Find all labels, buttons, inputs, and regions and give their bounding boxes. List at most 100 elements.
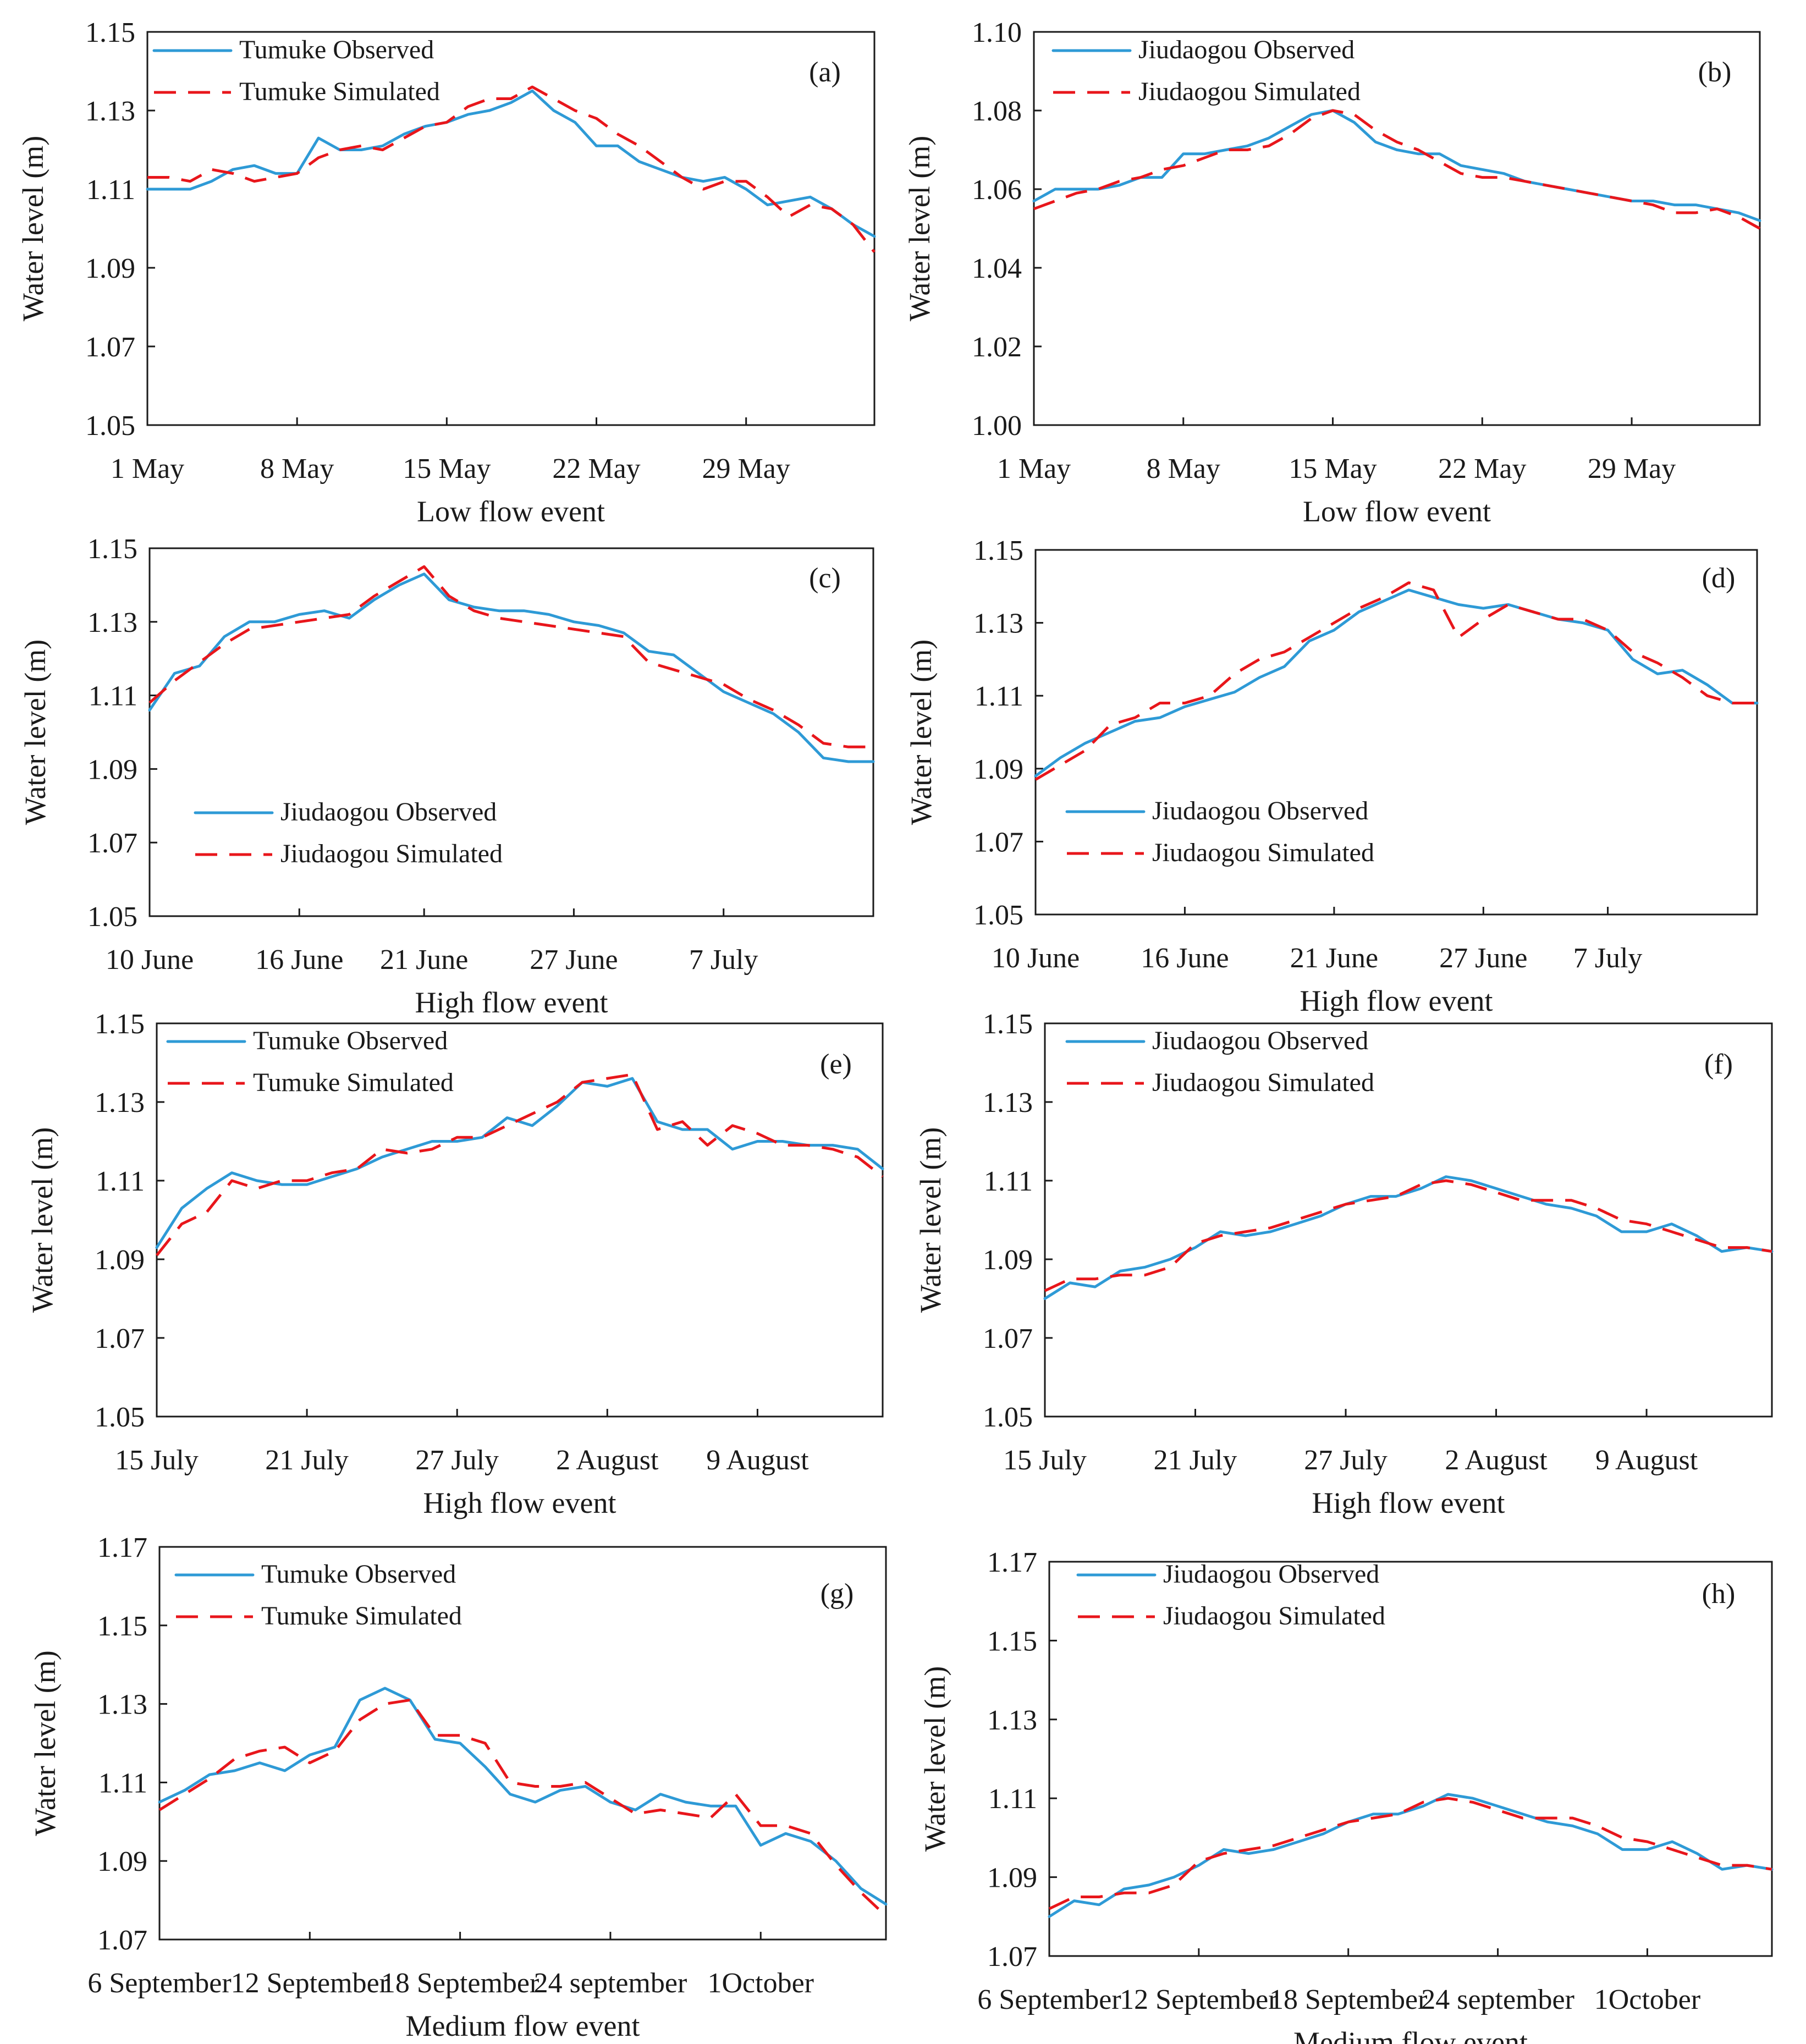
- y-tick-label: 1.17: [97, 1532, 147, 1563]
- plot-frame: [1048, 1561, 1773, 1957]
- y-axis-label: Water level (m): [29, 1650, 62, 1836]
- x-tick-label: 7 July: [689, 944, 758, 976]
- legend: Jiudaogou Observed Jiudaogou Simulated: [1065, 1026, 1374, 1097]
- y-tick-label: 1.13: [97, 1689, 147, 1721]
- x-axis-label: High flow event: [1300, 984, 1493, 1017]
- x-tick-label: 9 August: [706, 1445, 809, 1476]
- y-tick-label: 1.11: [984, 1166, 1033, 1197]
- x-tick-label: 15 May: [403, 453, 491, 484]
- plot-frame: [156, 1022, 884, 1418]
- panel-label: (a): [809, 57, 841, 88]
- legend-observed-label: Jiudaogou Observed: [1163, 1560, 1379, 1589]
- y-tick-label: 1.15: [87, 533, 137, 565]
- y-tick-label: 1.04: [972, 253, 1022, 284]
- y-axis-label: Water level (m): [905, 640, 938, 825]
- plot-frame: [1044, 1022, 1773, 1418]
- observed-line: [158, 1687, 888, 1906]
- x-tick-label: 27 July: [1304, 1445, 1387, 1476]
- x-tick-label: 27 June: [1439, 943, 1527, 974]
- y-tick-label: 1.09: [987, 1863, 1037, 1894]
- y-tick-label: 1.09: [973, 754, 1023, 785]
- y-tick-label: 1.13: [973, 608, 1023, 640]
- y-tick-label: 1.09: [97, 1846, 147, 1877]
- y-axis-label: Water level (m): [16, 136, 49, 321]
- legend: Tumuke Observed Tumuke Simulated: [152, 35, 440, 106]
- y-tick-label: 1.11: [89, 681, 137, 712]
- x-tick-label: 22 May: [552, 453, 640, 484]
- y-tick-label: 1.05: [85, 410, 135, 442]
- panel-label: (g): [821, 1578, 854, 1610]
- y-tick-label: 1.13: [87, 607, 137, 638]
- x-tick-label: 22 May: [1438, 453, 1526, 484]
- x-axis-label: High flow event: [1312, 1486, 1505, 1519]
- y-tick-label: 1.13: [85, 96, 135, 127]
- chart-panel-a: 1.05 1.07 1.09 1.11 1.13 1.15 1 May 8 May 15 May…: [16, 17, 876, 528]
- x-tick-label: 21 June: [1290, 943, 1378, 974]
- x-axis-label: Medium flow event: [406, 2009, 640, 2042]
- observed-line: [148, 572, 875, 763]
- x-axis-label: High flow event: [415, 986, 608, 1019]
- legend-simulated-label: Jiudaogou Simulated: [1138, 77, 1361, 106]
- simulated-line: [1044, 1179, 1772, 1292]
- y-tick-label: 1.13: [987, 1705, 1037, 1736]
- legend: Jiudaogou Observed Jiudaogou Simulated: [1065, 796, 1374, 867]
- y-tick-label: 1.09: [85, 253, 135, 284]
- legend: Jiudaogou Observed Jiudaogou Simulated: [1076, 1560, 1385, 1630]
- y-tick-label: 1.11: [988, 1783, 1037, 1815]
- chart-panel-b: 1.00 1.02 1.04 1.06 1.08 1.10 1 May 8 May 15 May…: [903, 17, 1761, 528]
- x-tick-label: 16 June: [255, 944, 343, 976]
- legend-simulated-label: Tumuke Simulated: [239, 77, 440, 106]
- y-tick-label: 1.17: [987, 1547, 1037, 1578]
- x-axis-label: Medium flow event: [1293, 2026, 1528, 2044]
- chart-panel-c: 1.05 1.07 1.09 1.11 1.13 1.15 10 June 16 June 21…: [19, 533, 875, 1019]
- x-tick-label: 29 May: [702, 453, 790, 484]
- legend-observed-label: Jiudaogou Observed: [280, 797, 497, 827]
- observed-line: [1034, 588, 1759, 778]
- chart-panel-d: 1.05 1.07 1.09 1.11 1.13 1.15 10 June 16 June 21…: [905, 535, 1759, 1017]
- x-tick-label: 1 May: [997, 453, 1071, 484]
- y-tick-label: 1.11: [98, 1767, 147, 1799]
- y-axis-label: Water level (m): [918, 1666, 951, 1852]
- y-tick-label: 1.15: [973, 535, 1023, 566]
- legend-observed-label: Tumuke Observed: [261, 1560, 456, 1589]
- plot-frame: [148, 547, 874, 917]
- legend: Jiudaogou Observed Jiudaogou Simulated: [1051, 35, 1361, 106]
- x-tick-label: 2 August: [556, 1445, 659, 1476]
- panel-label: (e): [820, 1049, 852, 1080]
- y-tick-label: 1.15: [85, 17, 135, 48]
- x-axis-label: Low flow event: [417, 495, 605, 528]
- legend-observed-label: Jiudaogou Observed: [1152, 796, 1368, 825]
- y-tick-label: 1.07: [97, 1925, 147, 1956]
- y-tick-label: 1.15: [97, 1611, 147, 1642]
- panel-label: (c): [809, 563, 841, 594]
- legend: Jiudaogou Observed Jiudaogou Simulated: [194, 797, 503, 868]
- legend-simulated-label: Tumuke Simulated: [253, 1068, 454, 1097]
- y-tick-label: 1.07: [983, 1323, 1033, 1354]
- x-axis-label: High flow event: [423, 1486, 616, 1519]
- legend-observed-label: Tumuke Observed: [253, 1026, 448, 1055]
- x-tick-label: 6 September: [87, 1968, 231, 1999]
- panel-label: (b): [1698, 57, 1732, 88]
- y-tick-label: 1.13: [983, 1087, 1033, 1119]
- y-tick-label: 1.15: [983, 1009, 1033, 1040]
- simulated-line: [156, 1073, 884, 1257]
- x-tick-label: 7 July: [1573, 943, 1643, 974]
- y-axis-label: Water level (m): [914, 1127, 947, 1313]
- y-tick-label: 1.05: [973, 900, 1023, 931]
- panel-label: (f): [1704, 1049, 1733, 1080]
- x-tick-label: 10 June: [106, 944, 194, 976]
- observed-line: [146, 89, 876, 238]
- chart-panel-e: 1.05 1.07 1.09 1.11 1.13 1.15 15 July 21 July 27…: [26, 1009, 884, 1519]
- y-tick-label: 1.15: [987, 1626, 1037, 1657]
- simulated-line: [1033, 109, 1761, 230]
- simulated-line: [1034, 581, 1757, 781]
- x-tick-label: 10 June: [992, 943, 1080, 974]
- plot-frame: [146, 31, 876, 426]
- observed-line: [1043, 1175, 1774, 1300]
- y-tick-label: 1.00: [972, 410, 1022, 442]
- legend-observed-label: Jiudaogou Observed: [1152, 1026, 1368, 1055]
- legend-simulated-label: Jiudaogou Simulated: [1152, 838, 1374, 867]
- x-tick-label: 12 September: [1120, 1984, 1278, 2015]
